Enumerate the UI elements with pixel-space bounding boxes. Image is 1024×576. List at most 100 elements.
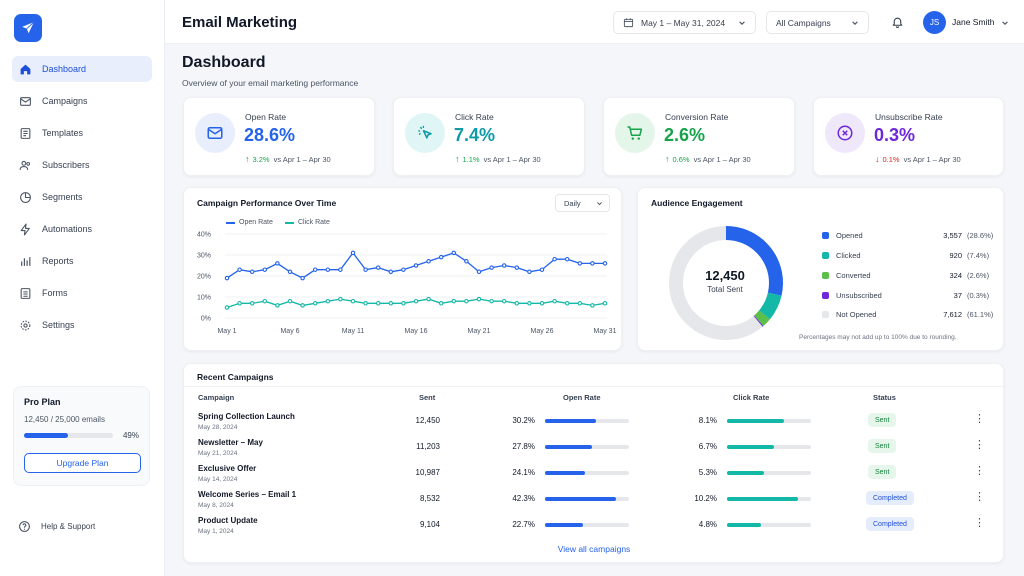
open-rate-point xyxy=(476,269,482,275)
column-header-open-rate[interactable]: Open Rate xyxy=(563,393,601,402)
campaign-click-rate: 6.7% xyxy=(698,442,717,451)
campaign-sent: 8,532 xyxy=(419,494,440,503)
open-rate-point xyxy=(539,267,545,272)
chevron-down-icon xyxy=(852,20,858,25)
engagement-label: Opened xyxy=(836,230,863,240)
click-rate-bar xyxy=(727,523,811,527)
bell-icon[interactable] xyxy=(891,15,904,29)
pie-icon xyxy=(18,190,32,204)
more-options-icon[interactable]: ⋮ xyxy=(974,413,985,425)
app-logo[interactable] xyxy=(14,14,42,42)
y-tick-label: 0% xyxy=(201,316,211,323)
rounding-note: Percentages may not add up to 100% due t… xyxy=(799,334,957,341)
more-options-icon[interactable]: ⋮ xyxy=(974,491,985,503)
x-tick-label: May 26 xyxy=(531,328,554,335)
legend-swatch xyxy=(822,271,829,279)
kpi-delta: ↑ 3.2% vs Apr 1 – Apr 30 xyxy=(245,154,331,164)
open-rate-point xyxy=(249,269,255,275)
sidebar-item-segments[interactable]: Segments xyxy=(12,184,152,210)
help-support-link[interactable]: Help & Support xyxy=(18,520,95,533)
kpi-value: 2.6% xyxy=(664,125,706,145)
more-options-icon[interactable]: ⋮ xyxy=(974,439,985,451)
click-rate-point xyxy=(438,301,444,306)
table-row[interactable]: Product Update May 1, 2024 9,104 22.7% 4.8% C… xyxy=(184,515,1004,541)
campaign-date: May 8, 2024 xyxy=(198,502,234,509)
legend-swatch xyxy=(822,251,829,259)
date-range-picker[interactable]: May 1 – May 31, 2024 xyxy=(613,11,756,34)
open-rate-point xyxy=(350,250,356,256)
mail-icon xyxy=(18,94,32,108)
click-rate-point xyxy=(489,298,494,304)
sidebar-item-subscribers[interactable]: Subscribers xyxy=(12,152,152,178)
click-rate-point xyxy=(426,296,431,302)
avatar[interactable]: JS xyxy=(923,11,946,34)
sidebar-item-forms[interactable]: Forms xyxy=(12,280,152,306)
page-subtitle: Overview of your email marketing perform… xyxy=(182,78,359,88)
campaign-filter-select[interactable]: All Campaigns xyxy=(766,11,869,34)
sidebar-item-label: Templates xyxy=(42,128,84,138)
more-options-icon[interactable]: ⋮ xyxy=(974,517,985,529)
click-rate-point xyxy=(564,301,570,306)
help-icon xyxy=(19,521,30,532)
interval-select[interactable]: Daily xyxy=(555,194,610,212)
kpi-card-unsubscribe-rate: Unsubscribe Rate 0.3% ↓ 0.1% vs Apr 1 – … xyxy=(813,97,1004,176)
sidebar-item-automations[interactable]: Automations xyxy=(12,216,152,242)
kpi-compare: vs Apr 1 – Apr 30 xyxy=(483,154,541,164)
engagement-percent: (0.3%) xyxy=(967,290,990,300)
recent-campaigns-card: Recent Campaigns Campaign Sent Open Rate… xyxy=(183,363,1005,563)
x-tick-label: May 31 xyxy=(594,328,617,335)
click-rate-bar-fill xyxy=(727,445,774,449)
open-rate-point xyxy=(451,250,457,256)
legend-item-open-rate: Open Rate xyxy=(226,219,273,226)
click-rate-point xyxy=(451,298,457,304)
sidebar-item-label: Subscribers xyxy=(42,160,90,170)
table-row[interactable]: Exclusive Offer May 14, 2024 10,987 24.1% 5.… xyxy=(184,463,1004,489)
users-icon xyxy=(18,158,32,172)
donut-center-label: Total Sent xyxy=(707,285,743,294)
open-rate-point xyxy=(300,275,305,281)
sidebar-item-reports[interactable]: Reports xyxy=(12,248,152,274)
view-all-campaigns-link[interactable]: View all campaigns xyxy=(557,544,631,554)
campaign-name: Newsletter – May xyxy=(198,438,263,447)
arrow-up-icon: ↑ xyxy=(245,154,250,164)
click-rate-point xyxy=(602,301,608,306)
cursor-click-icon xyxy=(405,113,445,153)
table-row[interactable]: Newsletter – May May 21, 2024 11,203 27.8% 6… xyxy=(184,437,1004,463)
table-row[interactable]: Welcome Series – Email 1 May 8, 2024 8,532… xyxy=(184,489,1004,515)
open-rate-point xyxy=(275,261,280,266)
open-rate-point xyxy=(527,269,532,275)
column-header-status[interactable]: Status xyxy=(873,393,896,402)
upgrade-plan-button[interactable]: Upgrade Plan xyxy=(24,453,141,473)
column-header-campaign[interactable]: Campaign xyxy=(198,393,235,402)
user-name[interactable]: Jane Smith xyxy=(952,17,995,27)
sidebar-item-settings[interactable]: Settings xyxy=(12,312,152,338)
click-rate-point xyxy=(388,301,394,306)
arrow-up-icon: ↑ xyxy=(665,154,670,164)
campaign-click-rate: 5.3% xyxy=(698,468,717,477)
open-rate-point xyxy=(602,261,608,266)
click-rate-point xyxy=(501,298,507,304)
column-header-click-rate[interactable]: Click Rate xyxy=(733,393,770,402)
open-rate-bar-fill xyxy=(545,471,586,475)
kpi-delta: ↑ 0.6% vs Apr 1 – Apr 30 xyxy=(665,154,751,164)
interval-label: Daily xyxy=(564,198,581,208)
kpi-delta-value: 0.6% xyxy=(672,154,690,164)
click-rate-point xyxy=(514,301,520,306)
engagement-percent: (2.6%) xyxy=(967,270,990,280)
campaign-date: May 21, 2024 xyxy=(198,450,238,457)
chevron-down-icon[interactable] xyxy=(1001,19,1009,27)
campaign-sent: 10,987 xyxy=(415,468,440,477)
click-rate-point xyxy=(552,298,557,304)
sidebar-item-templates[interactable]: Templates xyxy=(12,120,152,146)
sidebar-item-dashboard[interactable]: Dashboard xyxy=(12,56,152,82)
open-rate-bar xyxy=(545,471,629,475)
table-row[interactable]: Spring Collection Launch May 28, 2024 12,4… xyxy=(184,411,1004,437)
engagement-row-opened: Opened 3,557 (28.6%) xyxy=(822,228,1010,242)
sidebar-item-campaigns[interactable]: Campaigns xyxy=(12,88,152,114)
more-options-icon[interactable]: ⋮ xyxy=(974,465,985,477)
kpi-delta-value: 0.1% xyxy=(882,154,900,164)
campaign-name: Exclusive Offer xyxy=(198,464,257,473)
engagement-row-converted: Converted 324 (2.6%) xyxy=(822,268,1010,282)
open-rate-point xyxy=(262,267,268,272)
column-header-sent[interactable]: Sent xyxy=(419,393,436,402)
